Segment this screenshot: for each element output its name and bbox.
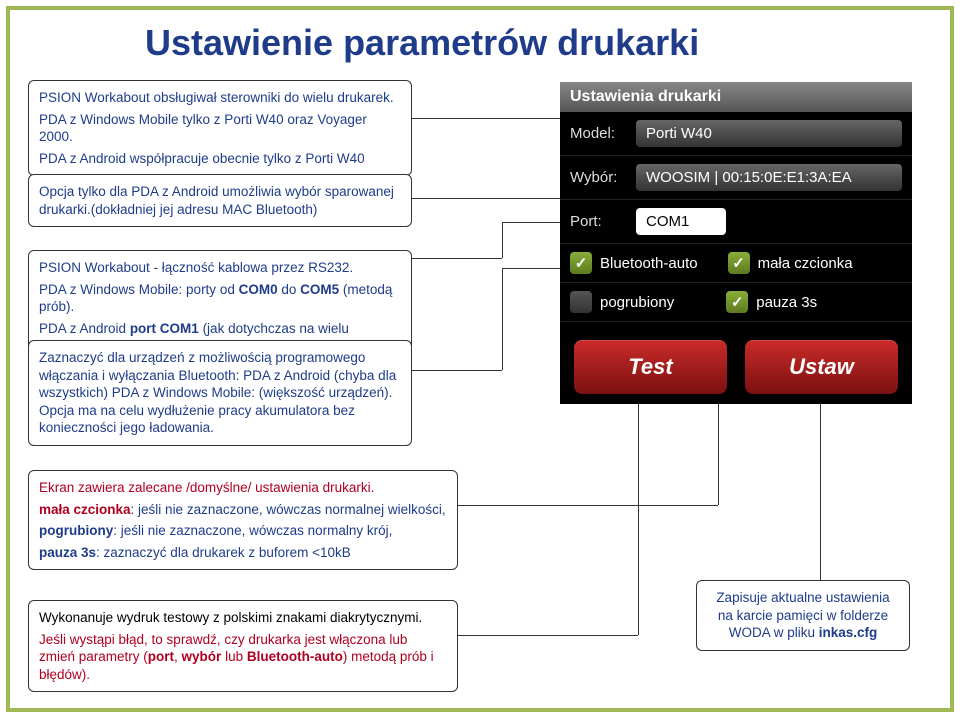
checkbox-icon: ✓	[726, 291, 748, 313]
callout-defaults: Ekran zawiera zalecane /domyślne/ ustawi…	[28, 470, 458, 570]
text: : jeśli nie zaznaczone, wówczas normalny…	[113, 523, 392, 538]
callout-pairing: Opcja tylko dla PDA z Android umożliwia …	[28, 174, 412, 227]
button-row: Test Ustaw	[560, 322, 912, 404]
text: PSION Workabout obsługiwał sterowniki do…	[39, 89, 401, 107]
text: Zaznaczyć dla urządzeń z możliwością pro…	[39, 349, 401, 437]
check-label: pogrubiony	[600, 294, 674, 311]
checkbox-icon: ✓	[570, 252, 592, 274]
ustaw-button[interactable]: Ustaw	[745, 340, 898, 394]
text: PSION Workabout - łączność kablowa przez…	[39, 259, 401, 277]
text: port	[148, 649, 174, 664]
row-check-2: pogrubiony ✓ pauza 3s	[560, 283, 912, 322]
check-mala[interactable]: ✓ mała czcionka	[728, 252, 853, 274]
text: Opcja tylko dla PDA z Android umożliwia …	[39, 183, 401, 218]
text: pauza 3s: zaznaczyć dla drukarek z bufor…	[39, 544, 447, 562]
row-model: Model: Porti W40	[560, 112, 912, 156]
checkbox-icon	[570, 291, 592, 313]
text: Jeśli wystąpi błąd, to sprawdź, czy druk…	[39, 631, 447, 684]
pointer-line	[502, 268, 560, 269]
pointer-line	[458, 635, 638, 636]
check-pogr[interactable]: pogrubiony	[570, 291, 674, 313]
value-port[interactable]: COM1	[636, 208, 726, 235]
text: COM0	[239, 282, 278, 297]
callout-bt-auto: Zaznaczyć dla urządzeń z możliwością pro…	[28, 340, 412, 446]
pointer-line	[820, 400, 821, 580]
text: PDA z Windows Mobile tylko z Porti W40 o…	[39, 111, 401, 146]
phone-header: Ustawienia drukarki	[560, 82, 912, 112]
pointer-line	[412, 370, 502, 371]
text: : zaznaczyć dla drukarek z buforem <10kB	[96, 545, 351, 560]
label-model: Model:	[570, 125, 626, 142]
check-label: Bluetooth-auto	[600, 255, 698, 272]
text: COM5	[300, 282, 339, 297]
text: wybór	[182, 649, 222, 664]
row-wybor: Wybór: WOOSIM | 00:15:0E:E1:3A:EA	[560, 156, 912, 200]
value-model[interactable]: Porti W40	[636, 120, 902, 147]
row-port: Port: COM1	[560, 200, 912, 244]
checkbox-icon: ✓	[728, 252, 750, 274]
text: PDA z Android	[39, 321, 130, 336]
check-bt-auto[interactable]: ✓ Bluetooth-auto	[570, 252, 698, 274]
text: Bluetooth-auto	[247, 649, 343, 664]
text: do	[278, 282, 301, 297]
callout-drivers: PSION Workabout obsługiwał sterowniki do…	[28, 80, 412, 176]
pointer-line	[502, 222, 503, 258]
text: Ekran zawiera zalecane /domyślne/ ustawi…	[39, 479, 447, 497]
label-wybor: Wybór:	[570, 169, 626, 186]
text: pogrubiony	[39, 523, 113, 538]
pointer-line	[502, 268, 503, 370]
text: lub	[221, 649, 247, 664]
text: PDA z Android współpracuje obecnie tylko…	[39, 150, 401, 168]
text: pogrubiony: jeśli nie zaznaczone, wówcza…	[39, 522, 447, 540]
pointer-line	[638, 400, 639, 635]
text: ,	[174, 649, 182, 664]
row-check-1: ✓ Bluetooth-auto ✓ mała czcionka	[560, 244, 912, 283]
text: : jeśli nie zaznaczone, wówczas normalne…	[131, 502, 446, 517]
text: PDA z Windows Mobile: porty od	[39, 282, 239, 297]
callout-test: Wykonanuje wydruk testowy z polskimi zna…	[28, 600, 458, 692]
text: port COM1	[130, 321, 199, 336]
check-label: mała czcionka	[758, 255, 853, 272]
check-label: pauza 3s	[756, 294, 817, 311]
check-pauza[interactable]: ✓ pauza 3s	[726, 291, 817, 313]
pointer-line	[412, 258, 502, 259]
text: mała czcionka: jeśli nie zaznaczone, wów…	[39, 501, 447, 519]
pointer-line	[412, 198, 560, 199]
text: mała czcionka	[39, 502, 131, 517]
callout-save: Zapisuje aktualne ustawienia na karcie p…	[696, 580, 910, 651]
text: PDA z Windows Mobile: porty od COM0 do C…	[39, 281, 401, 316]
test-button[interactable]: Test	[574, 340, 727, 394]
pointer-line	[502, 222, 560, 223]
slide-title: Ustawienie parametrów drukarki	[145, 22, 699, 64]
label-port: Port:	[570, 213, 626, 230]
text: pauza 3s	[39, 545, 96, 560]
value-wybor[interactable]: WOOSIM | 00:15:0E:E1:3A:EA	[636, 164, 902, 191]
pointer-line	[458, 505, 718, 506]
text: inkas.cfg	[819, 625, 878, 640]
text: Wykonanuje wydruk testowy z polskimi zna…	[39, 609, 447, 627]
phone-screenshot: Ustawienia drukarki Model: Porti W40 Wyb…	[560, 82, 912, 404]
pointer-line	[412, 118, 560, 119]
